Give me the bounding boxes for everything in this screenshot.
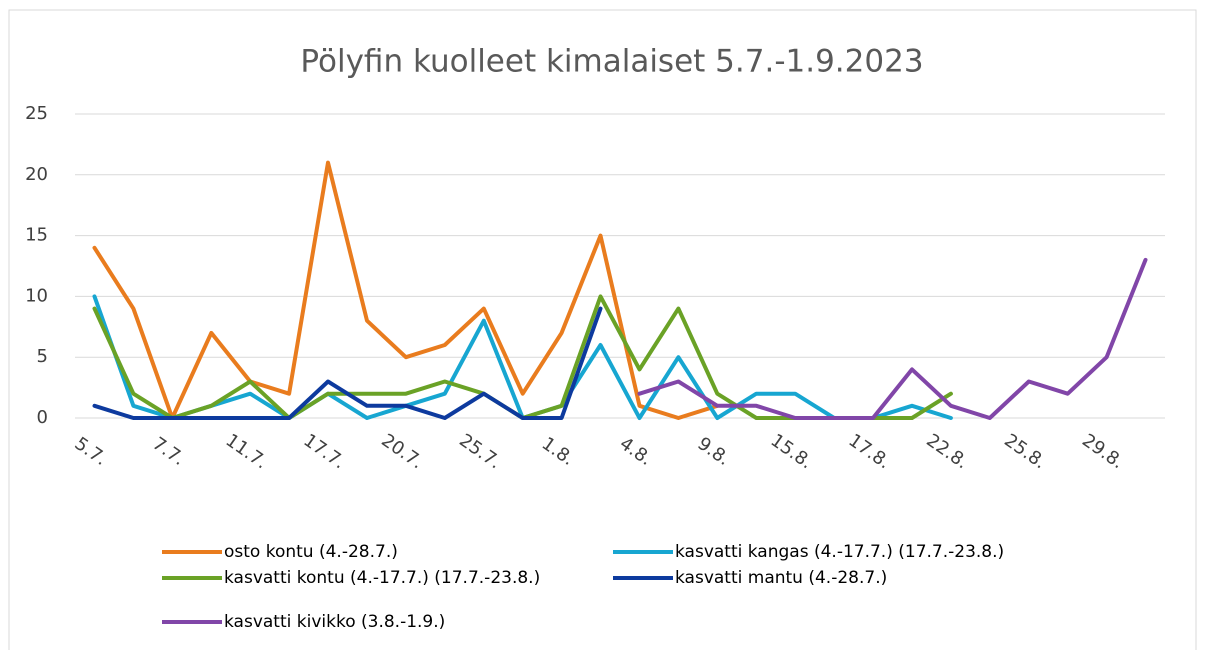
legend-label: kasvatti kontu (4.-17.7.) (17.7.-23.8.): [224, 568, 540, 588]
legend-label: kasvatti kangas (4.-17.7.) (17.7.-23.8.): [675, 542, 1004, 562]
legend-label: osto kontu (4.-28.7.): [224, 542, 398, 562]
y-tick-label: 10: [25, 285, 48, 306]
y-tick-label: 15: [25, 225, 48, 246]
y-tick-label: 0: [37, 407, 48, 428]
y-tick-label: 5: [37, 346, 48, 367]
legend-label: kasvatti kivikko (3.8.-1.9.): [224, 612, 445, 632]
chart-title: Pölyfin kuolleet kimalaiset 5.7.-1.9.202…: [300, 44, 923, 80]
chart-frame: [8, 9, 1197, 650]
y-tick-label: 25: [25, 103, 48, 124]
y-tick-label: 20: [25, 164, 48, 185]
legend-label: kasvatti mantu (4.-28.7.): [675, 568, 887, 588]
series-line: [637, 257, 1148, 420]
series-line: [92, 306, 603, 420]
series-line: [92, 160, 720, 420]
